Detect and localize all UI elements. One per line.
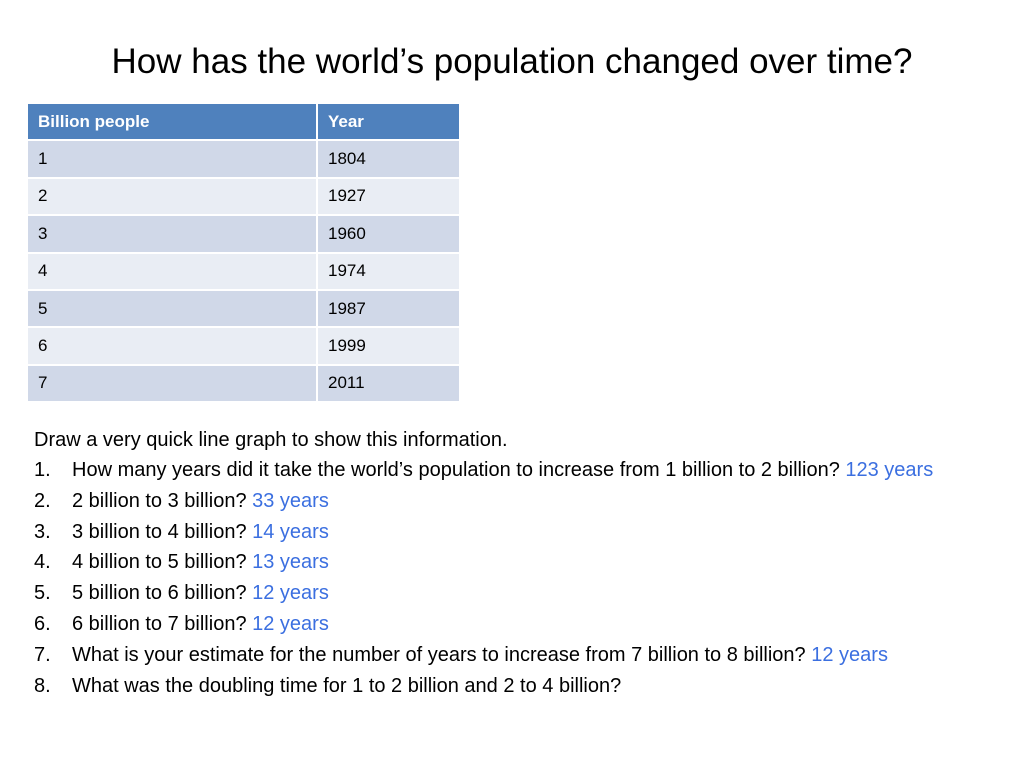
answer-text: 13 years [252, 551, 329, 574]
year-cell: 1960 [316, 214, 461, 254]
list-item: 7. What is your estimate for the number … [34, 640, 984, 671]
question-list: 1. How many years did it take the world’… [34, 455, 984, 701]
question-text: 3 billion to 4 billion? [72, 520, 247, 543]
billion-people-cell: 3 [26, 214, 318, 254]
question-text: What was the doubling time for 1 to 2 bi… [72, 674, 622, 697]
answer-text: 12 years [252, 612, 329, 635]
list-item: 6. 6 billion to 7 billion? 12 years [34, 609, 984, 640]
list-item: 1. How many years did it take the world’… [34, 455, 984, 486]
list-item: 2. 2 billion to 3 billion? 33 years [34, 486, 984, 517]
column-header-year: Year [316, 101, 461, 142]
slide-title: How has the world’s population changed o… [111, 42, 913, 81]
question-number: 2. [34, 489, 51, 512]
table-row: 3 1960 [26, 214, 461, 254]
question-text: 2 billion to 3 billion? [72, 489, 247, 512]
question-text: 5 billion to 6 billion? [72, 582, 247, 605]
year-cell: 1974 [316, 251, 461, 291]
answer-text: 123 years [845, 459, 934, 481]
table-row: 1 1804 [26, 139, 461, 179]
population-table: Billion people Year 1 1804 2 1927 3 1960… [26, 101, 461, 404]
question-number: 1. [34, 459, 51, 481]
table-row: 4 1974 [26, 251, 461, 291]
table-row: 5 1987 [26, 288, 461, 329]
list-item: 3. 3 billion to 4 billion? 14 years [34, 517, 984, 548]
question-text: 4 billion to 5 billion? [72, 551, 247, 574]
answer-text: 12 years [811, 643, 888, 666]
table-row: 6 1999 [26, 326, 461, 366]
billion-people-cell: 2 [26, 176, 318, 217]
table-row: 7 2011 [26, 363, 461, 404]
question-text: 6 billion to 7 billion? [72, 612, 247, 635]
question-number: 7. [34, 643, 51, 666]
billion-people-cell: 6 [26, 326, 318, 366]
list-item: 5. 5 billion to 6 billion? 12 years [34, 578, 984, 609]
list-item: 4. 4 billion to 5 billion? 13 years [34, 547, 984, 578]
year-cell: 1999 [316, 326, 461, 366]
column-header-billion-people: Billion people [26, 101, 318, 142]
question-number: 3. [34, 520, 51, 543]
table-header-row: Billion people Year [26, 101, 461, 142]
question-text: What is your estimate for the number of … [72, 643, 806, 666]
year-cell: 2011 [316, 363, 461, 404]
year-cell: 1804 [316, 139, 461, 179]
answer-text: 14 years [252, 520, 329, 543]
answer-text: 12 years [252, 582, 329, 605]
question-number: 5. [34, 582, 51, 605]
question-number: 4. [34, 551, 51, 574]
year-cell: 1927 [316, 176, 461, 217]
question-number: 8. [34, 674, 51, 697]
billion-people-cell: 5 [26, 288, 318, 329]
billion-people-cell: 7 [26, 363, 318, 404]
answer-text: 33 years [252, 489, 329, 512]
instruction-text: Draw a very quick line graph to show thi… [34, 429, 508, 451]
table-row: 2 1927 [26, 176, 461, 217]
list-item: 8. What was the doubling time for 1 to 2… [34, 671, 984, 702]
billion-people-cell: 1 [26, 139, 318, 179]
billion-people-cell: 4 [26, 251, 318, 291]
question-number: 6. [34, 612, 51, 635]
year-cell: 1987 [316, 288, 461, 329]
question-text: How many years did it take the world’s p… [72, 459, 840, 481]
